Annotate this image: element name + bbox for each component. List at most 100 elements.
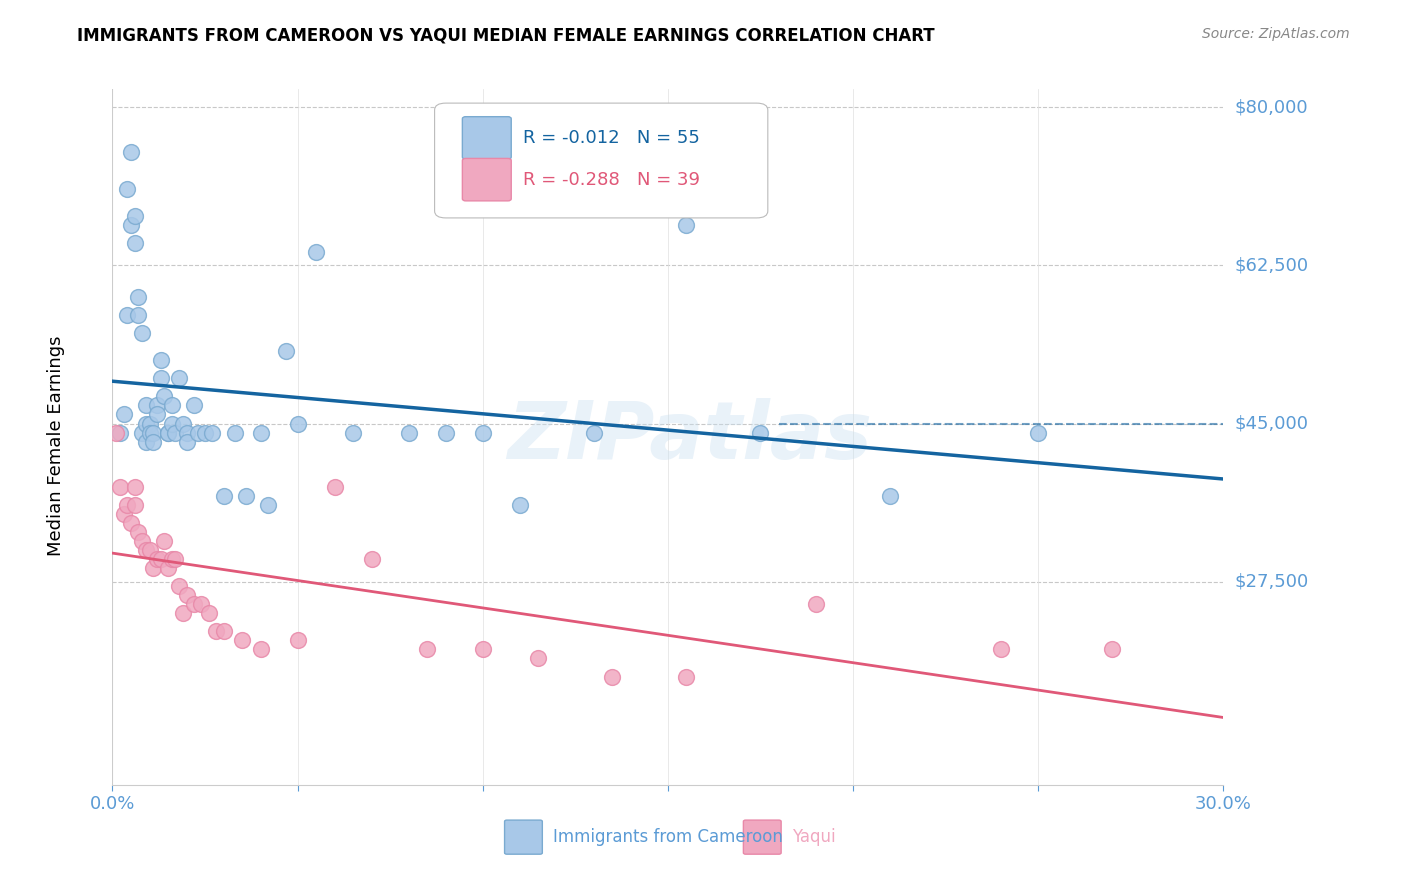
Text: Source: ZipAtlas.com: Source: ZipAtlas.com [1202,27,1350,41]
Point [165,425,187,440]
Point [138,425,160,440]
FancyBboxPatch shape [744,820,782,855]
Point [187,425,209,440]
Point [135,399,157,413]
Point [120,145,142,160]
Point [142,434,165,449]
Text: R = -0.012   N = 55: R = -0.012 N = 55 [523,129,700,147]
Point [112,507,135,521]
Point [149,353,172,368]
Point [167,579,190,593]
Point [231,633,253,648]
Point [434,425,457,440]
Point [183,399,205,413]
Point [127,524,149,539]
Text: ZIPatlas: ZIPatlas [508,398,873,476]
Point [153,389,176,403]
Point [153,533,176,548]
Point [172,417,194,431]
Point [117,181,139,195]
Point [509,498,531,512]
Point [323,480,346,494]
Text: Yaqui: Yaqui [792,828,837,847]
Point [471,425,494,440]
Point [127,290,149,304]
Point [160,399,183,413]
Point [249,642,271,657]
Point [135,434,157,449]
Point [276,344,298,359]
Point [360,552,382,566]
Point [235,489,257,503]
Point [124,235,146,250]
Point [471,642,494,657]
Point [176,434,198,449]
Text: $62,500: $62,500 [1234,256,1309,275]
Point [176,425,198,440]
Point [804,597,827,611]
Point [167,371,190,385]
Point [135,543,157,558]
Point [990,642,1012,657]
Point [157,425,180,440]
Point [879,489,901,503]
Text: $27,500: $27,500 [1234,573,1309,591]
Point [149,371,172,385]
Point [124,498,146,512]
Point [131,425,153,440]
Point [416,642,439,657]
Text: $80,000: $80,000 [1234,98,1308,116]
Point [582,425,605,440]
Point [212,624,235,639]
Point [257,498,280,512]
Text: $45,000: $45,000 [1234,415,1309,433]
Point [675,218,697,232]
Point [142,425,165,440]
Point [108,425,131,440]
Point [602,669,624,683]
Point [1026,425,1049,440]
Point [194,425,217,440]
Point [157,561,180,575]
Point [201,425,224,440]
FancyBboxPatch shape [463,117,512,159]
Point [124,480,146,494]
FancyBboxPatch shape [505,820,543,855]
Point [131,533,153,548]
Point [105,425,128,440]
FancyBboxPatch shape [463,159,512,201]
Text: IMMIGRANTS FROM CAMEROON VS YAQUI MEDIAN FEMALE EARNINGS CORRELATION CHART: IMMIGRANTS FROM CAMEROON VS YAQUI MEDIAN… [77,27,935,45]
Point [749,425,772,440]
Point [205,624,228,639]
Point [305,244,328,259]
Point [108,480,131,494]
Point [527,651,550,665]
Point [675,669,697,683]
Point [165,552,187,566]
Point [149,552,172,566]
Point [190,597,212,611]
Point [117,498,139,512]
Text: Median Female Earnings: Median Female Earnings [48,335,65,557]
Text: Immigrants from Cameroon: Immigrants from Cameroon [554,828,783,847]
Point [135,417,157,431]
Point [160,552,183,566]
Point [1101,642,1123,657]
Point [212,489,235,503]
Point [249,425,271,440]
Point [124,209,146,223]
Point [224,425,246,440]
Point [142,561,165,575]
Point [112,408,135,422]
Point [117,308,139,322]
Point [287,633,309,648]
Point [131,326,153,341]
Point [127,308,149,322]
Point [287,417,309,431]
Point [160,417,183,431]
Point [146,552,169,566]
Point [172,607,194,621]
Point [138,417,160,431]
Point [146,408,169,422]
Point [157,425,180,440]
